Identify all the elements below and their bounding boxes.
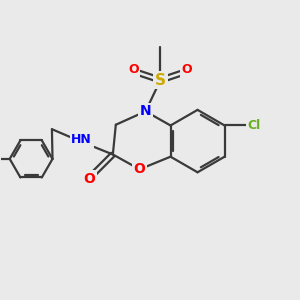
Text: O: O [83, 172, 95, 186]
Text: Cl: Cl [248, 119, 261, 132]
Text: O: O [128, 63, 139, 76]
Text: S: S [155, 73, 166, 88]
Text: O: O [134, 162, 146, 176]
Text: N: N [140, 104, 152, 118]
Text: HN: HN [71, 133, 92, 146]
Text: O: O [182, 63, 193, 76]
